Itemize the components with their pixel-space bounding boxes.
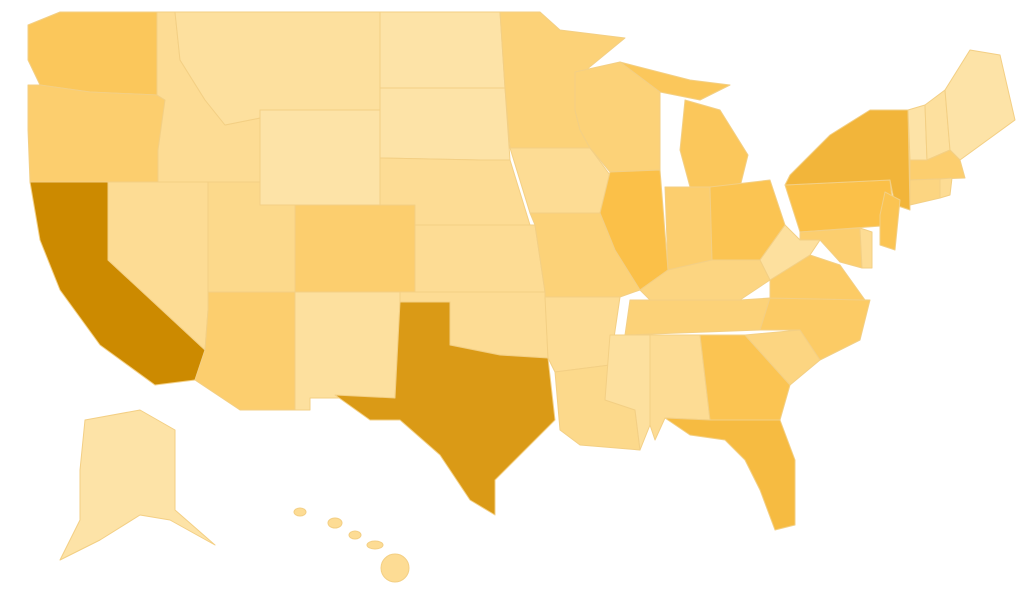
- state-shape-ri[interactable]: [939, 177, 953, 199]
- state-de[interactable]: [859, 227, 873, 269]
- state-shape-me[interactable]: [944, 49, 1016, 161]
- state-shape-ct[interactable]: [909, 178, 941, 206]
- state-shape-or[interactable]: [27, 84, 166, 183]
- state-ks[interactable]: [414, 224, 546, 293]
- hawaii-island[interactable]: [380, 553, 410, 583]
- state-tx[interactable]: [334, 301, 556, 516]
- state-shape-co[interactable]: [294, 204, 416, 293]
- state-shape-ny[interactable]: [784, 109, 911, 211]
- state-shape-ga[interactable]: [699, 334, 791, 421]
- state-nd[interactable]: [379, 11, 506, 89]
- state-fl[interactable]: [664, 417, 796, 531]
- state-ny[interactable]: [784, 109, 911, 211]
- hawaii-island[interactable]: [327, 517, 343, 529]
- state-tn[interactable]: [624, 297, 771, 336]
- state-shape-nm[interactable]: [294, 291, 401, 411]
- state-or[interactable]: [27, 84, 166, 183]
- state-shape-nd[interactable]: [379, 11, 506, 89]
- state-in[interactable]: [664, 186, 713, 271]
- state-hi[interactable]: [293, 507, 410, 583]
- state-ak[interactable]: [59, 409, 216, 561]
- state-shape-in[interactable]: [664, 186, 713, 271]
- state-ia[interactable]: [509, 147, 611, 214]
- state-shape-de[interactable]: [859, 227, 873, 269]
- state-shape-tx[interactable]: [334, 301, 556, 516]
- state-shape-az[interactable]: [194, 291, 296, 411]
- state-shape-mi[interactable]: [679, 99, 749, 188]
- state-shape-ak[interactable]: [59, 409, 216, 561]
- state-wa[interactable]: [27, 11, 158, 96]
- hawaii-island[interactable]: [348, 530, 362, 540]
- state-co[interactable]: [294, 204, 416, 293]
- state-shape-ks[interactable]: [414, 224, 546, 293]
- state-shape-ia[interactable]: [509, 147, 611, 214]
- state-shape-fl[interactable]: [664, 417, 796, 531]
- state-shape-sd[interactable]: [379, 87, 511, 161]
- state-nm[interactable]: [294, 291, 401, 411]
- state-shape-miu[interactable]: [619, 61, 731, 101]
- state-nj[interactable]: [879, 191, 901, 251]
- state-shape-nj[interactable]: [879, 191, 901, 251]
- state-ct[interactable]: [909, 178, 941, 206]
- state-vt[interactable]: [907, 104, 928, 161]
- state-ga[interactable]: [699, 334, 791, 421]
- state-me[interactable]: [944, 49, 1016, 161]
- state-shape-tn[interactable]: [624, 297, 771, 336]
- state-ri[interactable]: [939, 177, 953, 199]
- hawaii-island[interactable]: [293, 507, 307, 517]
- state-wy[interactable]: [259, 109, 381, 206]
- state-shape-wy[interactable]: [259, 109, 381, 206]
- state-shape-pa[interactable]: [784, 179, 896, 233]
- state-shape-wa[interactable]: [27, 11, 158, 96]
- state-sd[interactable]: [379, 87, 511, 161]
- state-az[interactable]: [194, 291, 296, 411]
- state-mi[interactable]: [619, 61, 749, 188]
- state-pa[interactable]: [784, 179, 896, 233]
- state-shape-vt[interactable]: [907, 104, 928, 161]
- hawaii-island[interactable]: [366, 540, 384, 550]
